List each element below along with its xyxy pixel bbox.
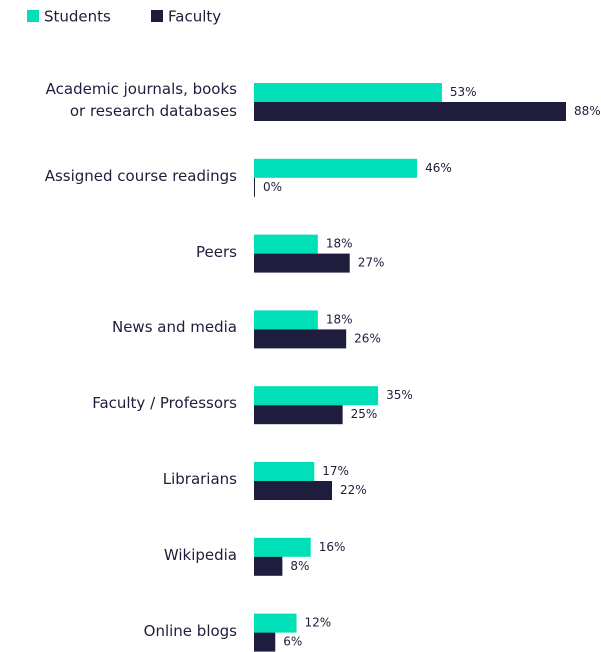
- bar: [254, 556, 283, 576]
- bar: [254, 537, 311, 557]
- bar: [254, 613, 297, 633]
- data-label: 17%: [322, 464, 349, 478]
- category-label: Academic journals, books or research dat…: [45, 80, 237, 120]
- legend-label: Students: [44, 8, 111, 26]
- data-label: 25%: [351, 407, 378, 421]
- category-label: Online blogs: [143, 621, 237, 640]
- data-label: 18%: [326, 312, 353, 326]
- data-label: 88%: [574, 104, 601, 118]
- data-label: 35%: [386, 388, 413, 402]
- bar: [254, 102, 566, 121]
- category-label: Faculty / Professors: [92, 394, 237, 413]
- category-label: Librarians: [162, 470, 237, 488]
- data-label: 6%: [283, 635, 302, 649]
- data-label: 18%: [326, 237, 353, 251]
- bar: [254, 253, 350, 273]
- data-label: 46%: [425, 161, 452, 175]
- category-label: Peers: [196, 242, 237, 261]
- data-label: 12%: [305, 616, 332, 630]
- data-label: 27%: [358, 256, 385, 270]
- legend-swatch: [27, 10, 39, 22]
- bar: [254, 83, 442, 102]
- data-label: 26%: [354, 331, 381, 345]
- bar: [254, 177, 255, 197]
- category-label: Assigned course readings: [44, 166, 237, 185]
- legend-swatch: [151, 10, 163, 22]
- legend-label: Faculty: [168, 8, 221, 26]
- bar: [254, 462, 315, 481]
- data-label: 0%: [263, 180, 282, 194]
- bar: [254, 405, 343, 425]
- category-label: Wikipedia: [163, 545, 237, 564]
- data-label: 8%: [290, 559, 309, 573]
- bar: [254, 632, 276, 652]
- bar: [254, 386, 379, 406]
- bar: [254, 329, 347, 349]
- bar: [254, 310, 318, 330]
- bar: [254, 481, 332, 500]
- category-label: News and media: [111, 318, 237, 337]
- data-label: 16%: [319, 540, 346, 554]
- bar: [254, 234, 318, 254]
- bar: [254, 158, 418, 178]
- data-label: 53%: [450, 85, 477, 99]
- data-label: 22%: [340, 483, 367, 497]
